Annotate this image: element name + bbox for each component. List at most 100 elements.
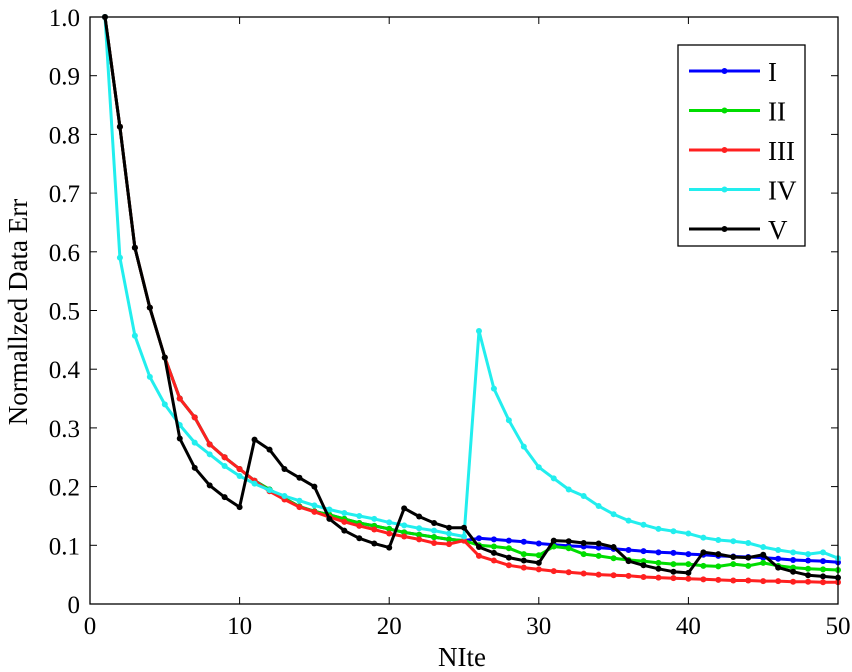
y-tick-label: 0.9	[49, 64, 80, 91]
data-point	[386, 544, 393, 551]
data-point	[700, 549, 707, 556]
data-point	[176, 395, 183, 402]
data-point	[730, 554, 737, 561]
data-point	[191, 464, 198, 471]
data-point	[341, 527, 348, 534]
y-tick-label: 0.3	[49, 416, 80, 443]
data-point	[805, 565, 812, 572]
x-tick-label: 10	[227, 613, 252, 640]
data-point	[505, 417, 512, 424]
data-point	[311, 502, 318, 509]
data-point	[550, 537, 557, 544]
data-point	[236, 465, 243, 472]
data-point	[655, 559, 662, 566]
data-point	[191, 414, 198, 421]
data-point	[401, 522, 408, 529]
data-point	[760, 551, 767, 558]
series-III	[101, 14, 841, 586]
legend-label: III	[768, 136, 795, 166]
data-point	[715, 537, 722, 544]
legend-marker	[721, 226, 728, 232]
series-V	[101, 14, 841, 581]
data-point	[760, 544, 767, 551]
legend-label: I	[768, 57, 777, 87]
data-point	[221, 463, 228, 470]
data-point	[131, 332, 138, 339]
data-point	[790, 568, 797, 575]
data-point	[416, 525, 423, 532]
y-tick-label: 0.4	[49, 357, 81, 384]
legend-marker	[721, 186, 728, 193]
data-point	[670, 568, 677, 575]
data-point	[670, 561, 677, 568]
data-point	[520, 551, 527, 558]
data-point	[685, 561, 692, 568]
x-axis-label: NIte	[438, 642, 486, 672]
data-point	[505, 545, 512, 552]
data-point	[730, 561, 737, 568]
y-tick-label: 0.7	[49, 181, 80, 208]
data-point	[431, 539, 438, 546]
data-point	[431, 519, 438, 526]
legend-marker	[721, 147, 728, 153]
data-point	[625, 558, 632, 565]
data-point	[356, 535, 363, 542]
data-point	[401, 505, 408, 512]
data-point	[790, 549, 797, 556]
data-point	[281, 465, 288, 472]
data-point	[416, 513, 423, 520]
data-point	[820, 579, 827, 586]
data-point	[161, 354, 168, 361]
data-point	[520, 538, 527, 545]
data-point	[610, 555, 617, 562]
data-point	[775, 546, 782, 553]
data-point	[640, 558, 647, 565]
data-point	[685, 551, 692, 558]
data-point	[625, 546, 632, 553]
data-point	[356, 522, 363, 529]
data-point	[520, 557, 527, 564]
data-point	[446, 524, 453, 531]
data-point	[595, 571, 602, 578]
axis-tick-labels: 0 10 20 30 40 50 0 0.1 0.2 0.3 0.4 0.5 0.6 0.7 0.8 0.9 1…	[49, 5, 851, 640]
data-point	[371, 515, 378, 522]
data-point	[640, 548, 647, 555]
data-point	[715, 551, 722, 558]
data-point	[655, 549, 662, 556]
data-point	[490, 536, 497, 543]
data-point	[550, 475, 557, 482]
data-point	[715, 576, 722, 583]
data-point	[490, 543, 497, 550]
data-point	[655, 574, 662, 581]
data-point	[146, 373, 153, 380]
data-point	[625, 572, 632, 579]
y-tick-label: 0.6	[49, 240, 80, 267]
y-axis-label: Normallzed Data Err	[3, 199, 33, 425]
data-point	[550, 568, 557, 575]
data-point	[730, 577, 737, 584]
data-point	[505, 554, 512, 561]
data-point	[221, 454, 228, 461]
data-point	[520, 564, 527, 571]
data-point	[790, 564, 797, 571]
data-point	[311, 508, 318, 515]
data-point	[595, 544, 602, 551]
data-point	[580, 551, 587, 558]
data-point	[116, 123, 123, 130]
data-point	[580, 539, 587, 546]
data-point	[595, 540, 602, 547]
data-point	[475, 544, 482, 551]
data-point	[475, 552, 482, 559]
data-point	[670, 549, 677, 556]
data-point	[131, 244, 138, 251]
data-point	[805, 572, 812, 579]
data-point	[251, 436, 258, 443]
data-point	[640, 521, 647, 528]
x-tick-label: 40	[676, 613, 701, 640]
data-point	[775, 564, 782, 571]
data-point	[446, 536, 453, 543]
legend-box	[677, 44, 806, 247]
data-point	[461, 533, 467, 540]
